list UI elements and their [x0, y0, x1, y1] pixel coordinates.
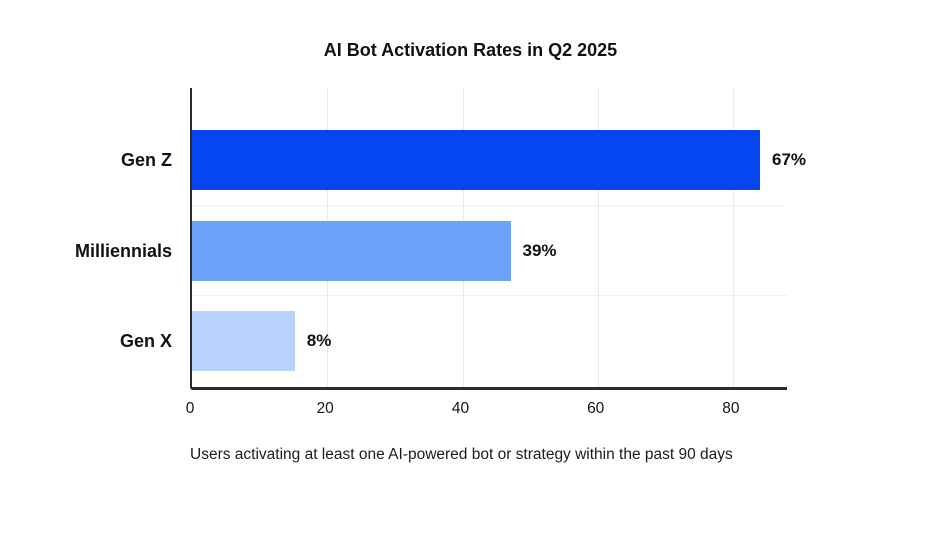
- x-tick-label: 0: [185, 400, 195, 417]
- bar-row: 8%: [192, 311, 787, 371]
- x-tick-label: 60: [587, 400, 605, 417]
- bar: [192, 311, 295, 371]
- y-axis-label: Gen Z: [120, 149, 172, 170]
- y-axis-label: Gen X: [119, 330, 172, 351]
- x-tick-label: 40: [451, 400, 470, 417]
- y-axis-label: Milliennials: [74, 240, 172, 261]
- bar-value-label: 39%: [522, 241, 557, 260]
- plot-area: 67% 39% 8%: [190, 88, 806, 390]
- gridline-horizontal: [192, 205, 787, 206]
- x-tick-label: 20: [316, 400, 334, 417]
- chart-title: AI Bot Activation Rates in Q2 2025: [323, 40, 618, 60]
- bar-row: 39%: [192, 221, 787, 281]
- bar-value-label: 8%: [306, 331, 332, 350]
- bar-value-label: 67%: [772, 150, 807, 169]
- chart-caption: Users activating at least one AI-powered…: [190, 446, 733, 463]
- bar: [192, 130, 760, 190]
- bar: [192, 221, 511, 281]
- gridline-vertical: [597, 88, 599, 387]
- bar-row: 67%: [192, 130, 806, 190]
- x-tick-label: 80: [722, 400, 740, 417]
- gridline-horizontal: [192, 295, 787, 296]
- gridline-vertical: [732, 88, 734, 387]
